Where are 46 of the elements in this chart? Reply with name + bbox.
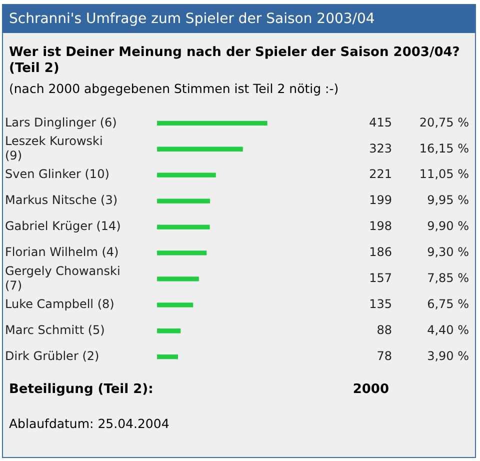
text: 20,75 %	[419, 115, 469, 130]
text: 7,85 %	[427, 271, 469, 286]
text: (nach 2000 abgegebenen Stimmen ist Teil 2 nötig :-)	[8, 80, 340, 96]
y-tick-label: Marc Schmitt (5)	[5, 322, 105, 337]
y-tick-label: Florian Wilhelm (4)	[5, 245, 119, 260]
text: 2000	[352, 382, 389, 397]
text: 9,30 %	[427, 245, 469, 260]
chart-subtitle: Wer ist Deiner Meinung nach der Spieler der Saison 2003/04? (Teil 2)	[8, 44, 461, 77]
data-label: 323	[369, 141, 392, 156]
data-label: 88	[376, 322, 392, 337]
text: 6,75 %	[427, 297, 469, 312]
y-tick-label: Sven Glinker (10)	[5, 167, 110, 182]
text: 11,05 %	[419, 167, 469, 182]
bar	[157, 146, 243, 152]
bar	[157, 120, 268, 126]
chart-title: Schranni's Umfrage zum Spieler der Saison 2003/04	[3, 5, 475, 33]
text: Beteiligung (Teil 2):	[9, 382, 154, 397]
bar	[157, 198, 210, 204]
text: 16,15 %	[419, 141, 469, 156]
bar	[157, 328, 181, 334]
data-label: 221	[369, 167, 392, 182]
y-tick-label: Lars Dinglinger (6)	[5, 115, 117, 130]
bar	[157, 276, 199, 282]
bar	[157, 354, 178, 360]
y-tick-label: Markus Nitsche (3)	[5, 193, 118, 208]
data-label: 135	[369, 297, 392, 312]
data-label: 186	[369, 245, 392, 260]
bar	[157, 250, 207, 256]
y-tick-label: Gergely Chowanski (7)	[5, 264, 120, 292]
data-label: 157	[369, 271, 392, 286]
bar	[157, 302, 194, 308]
bar	[157, 172, 216, 178]
y-tick-label: Dirk Grübler (2)	[5, 348, 100, 363]
y-tick-label: Leszek Kurowski (9)	[5, 134, 103, 162]
y-tick-label: Luke Campbell (8)	[5, 297, 114, 312]
data-label: 199	[369, 193, 392, 208]
text: Ablaufdatum: 25.04.2004	[8, 415, 170, 431]
text: 3,90 %	[427, 348, 469, 363]
text: 9,95 %	[427, 193, 469, 208]
text: 9,90 %	[427, 219, 469, 234]
y-tick-label: Gabriel Krüger (14)	[5, 219, 121, 234]
data-label: 78	[376, 348, 392, 363]
data-label: 198	[369, 219, 392, 234]
data-label: 415	[369, 115, 392, 130]
bar	[157, 224, 210, 230]
text: 4,40 %	[427, 322, 469, 337]
